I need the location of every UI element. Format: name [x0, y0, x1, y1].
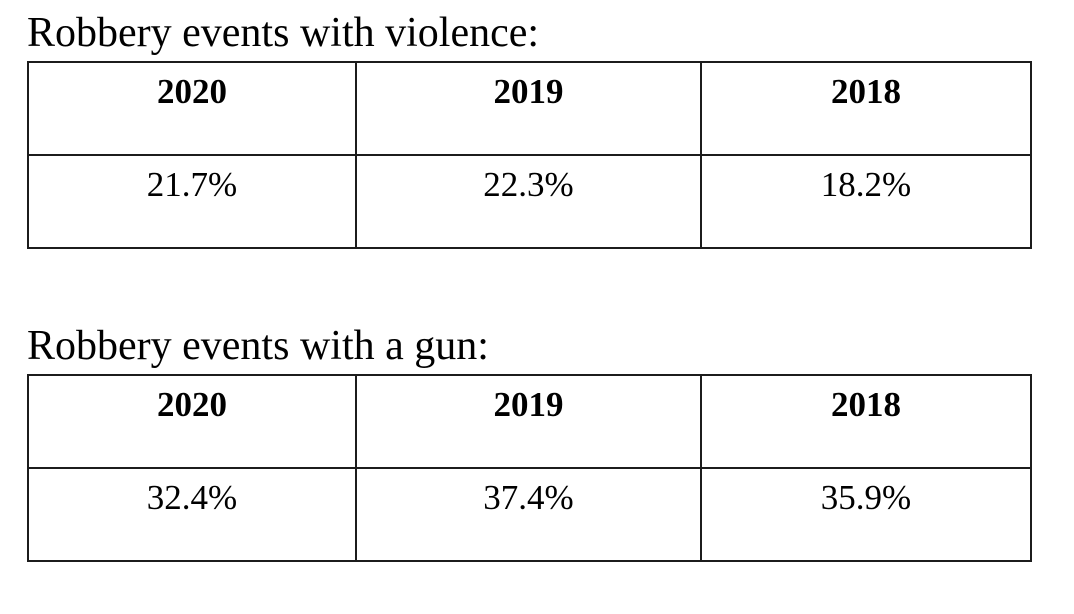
- violence-value-2019: 22.3%: [355, 153, 702, 249]
- violence-header-2020: 2020: [27, 60, 357, 156]
- gun-section: Robbery events with a gun: 2020 2019 201…: [27, 323, 1074, 562]
- violence-table: 2020 2019 2018 21.7% 22.3% 18.2%: [27, 60, 1032, 249]
- table-row: 21.7% 22.3% 18.2%: [27, 153, 1032, 249]
- gun-table: 2020 2019 2018 32.4% 37.4% 35.9%: [27, 373, 1032, 562]
- gun-header-2020: 2020: [27, 373, 357, 469]
- gun-value-2020: 32.4%: [27, 466, 357, 562]
- gun-header-2019: 2019: [355, 373, 702, 469]
- gun-header-2018: 2018: [700, 373, 1032, 469]
- violence-header-2019: 2019: [355, 60, 702, 156]
- violence-value-2018: 18.2%: [700, 153, 1032, 249]
- table-row: 32.4% 37.4% 35.9%: [27, 466, 1032, 562]
- table-header-row: 2020 2019 2018: [27, 373, 1032, 469]
- gun-value-2019: 37.4%: [355, 466, 702, 562]
- violence-section: Robbery events with violence: 2020 2019 …: [27, 10, 1074, 249]
- violence-value-2020: 21.7%: [27, 153, 357, 249]
- violence-header-2018: 2018: [700, 60, 1032, 156]
- gun-table-title: Robbery events with a gun:: [27, 322, 489, 369]
- table-header-row: 2020 2019 2018: [27, 60, 1032, 156]
- gun-value-2018: 35.9%: [700, 466, 1032, 562]
- violence-table-title: Robbery events with violence:: [27, 10, 540, 56]
